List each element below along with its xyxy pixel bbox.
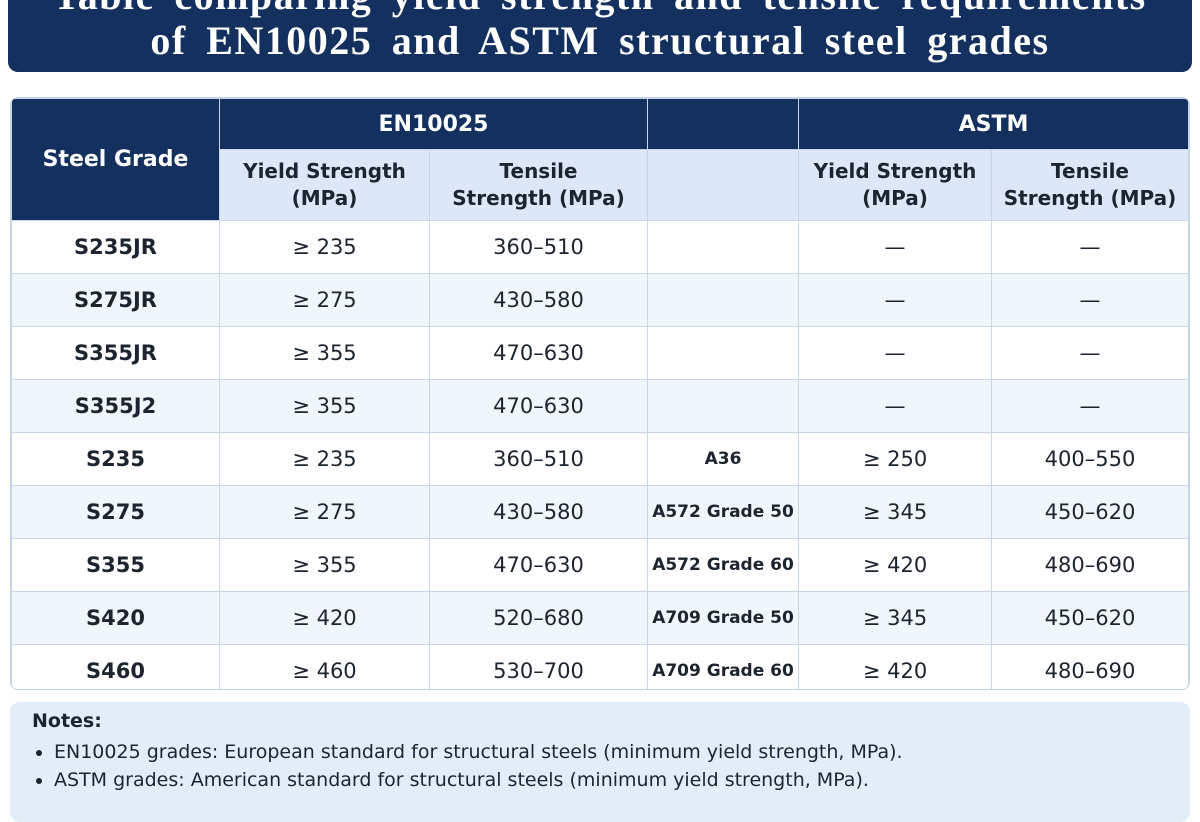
table-cell: 430–580: [428, 485, 649, 539]
note-item: EN10025 grades: European standard for st…: [54, 738, 1168, 766]
table-cell: 530–700: [428, 644, 649, 689]
table-cell: A36: [647, 432, 800, 486]
table-cell: ≥ 420: [798, 644, 993, 689]
table: Steel Grade EN10025 ASTM Yield Strength …: [11, 98, 1189, 689]
table-cell: ≥ 460: [219, 644, 430, 689]
table-cell: 450–620: [991, 591, 1189, 645]
table-cell: S235JR: [11, 220, 220, 274]
table-cell: A572 Grade 50: [647, 485, 800, 539]
table-row: S275JR ≥ 275 430–580 — —: [11, 273, 1189, 327]
title-banner: Table comparing yield strength and tensi…: [8, 0, 1192, 72]
table-cell: ≥ 235: [219, 220, 430, 274]
table-cell: 450–620: [991, 485, 1189, 539]
table-row: S235 ≥ 235 360–510 A36 ≥ 250 400–550: [11, 432, 1189, 486]
table-cell: [647, 220, 800, 274]
table-cell: ≥ 355: [219, 379, 430, 433]
table-cell: [647, 326, 800, 380]
table-cell: —: [991, 220, 1189, 274]
table-cell: 470–630: [428, 538, 649, 592]
table-row: S235JR ≥ 235 360–510 — —: [11, 220, 1189, 274]
table-cell: 470–630: [428, 326, 649, 380]
table-row: S355J2 ≥ 355 470–630 — —: [11, 379, 1189, 433]
table-cell: —: [991, 273, 1189, 327]
header-cell: Tensile Strength (MPa): [991, 149, 1189, 221]
table-cell: —: [991, 326, 1189, 380]
table-cell: [647, 273, 800, 327]
table-cell: —: [798, 220, 993, 274]
table-cell: 520–680: [428, 591, 649, 645]
table-cell: S420: [11, 591, 220, 645]
table-cell: 470–630: [428, 379, 649, 433]
header-cell: Steel Grade: [11, 98, 220, 221]
table-row: S420 ≥ 420 520–680 A709 Grade 50 ≥ 345 450–62…: [11, 591, 1189, 645]
page: Table comparing yield strength and tensi…: [0, 0, 1200, 800]
table-cell: ≥ 420: [219, 591, 430, 645]
header-cell: ASTM: [798, 98, 1189, 150]
table-cell: S355J2: [11, 379, 220, 433]
header-cell: Yield Strength (MPa): [798, 149, 993, 221]
table-row: S460 ≥ 460 530–700 A709 Grade 60 ≥ 420 480–69…: [11, 644, 1189, 689]
header-cell: Tensile Strength (MPa): [428, 149, 649, 221]
table-cell: ≥ 355: [219, 538, 430, 592]
table-cell: A709 Grade 50: [647, 591, 800, 645]
table-cell: ≥ 275: [219, 273, 430, 327]
table-cell: A572 Grade 60: [647, 538, 800, 592]
table-cell: S355JR: [11, 326, 220, 380]
table-cell: —: [798, 326, 993, 380]
table-cell: 480–690: [991, 538, 1189, 592]
table-cell: ≥ 355: [219, 326, 430, 380]
table-cell: —: [991, 379, 1189, 433]
table-cell: 480–690: [991, 644, 1189, 689]
table-cell: S235: [11, 432, 220, 486]
header-text: Tensile Strength (MPa): [452, 159, 625, 210]
notes-list: EN10025 grades: European standard for st…: [32, 738, 1168, 794]
title: of EN10025 and ASTM structural steel gra…: [150, 18, 1050, 63]
table-cell: —: [798, 379, 993, 433]
header-cell: [647, 149, 800, 221]
table-cell: ≥ 275: [219, 485, 430, 539]
table-cell: S275: [11, 485, 220, 539]
table-cell: 430–580: [428, 273, 649, 327]
notes: Notes: EN10025 grades: European standard…: [10, 702, 1190, 822]
table-cell: S275JR: [11, 273, 220, 327]
table-cell: ≥ 345: [798, 591, 993, 645]
table-row: S355 ≥ 355 470–630 A572 Grade 60 ≥ 420 480–69…: [11, 538, 1189, 592]
table-cell: 400–550: [991, 432, 1189, 486]
table-cell: S460: [11, 644, 220, 689]
table-row: S355JR ≥ 355 470–630 — —: [11, 326, 1189, 380]
table-body: S235JR ≥ 235 360–510— — S275JR ≥ 275 430–580— —…: [11, 220, 1189, 689]
table-cell: [647, 379, 800, 433]
table-cell: —: [798, 273, 993, 327]
notes-title: Notes:: [32, 710, 102, 732]
header-text: Yield Strength (MPa): [243, 159, 406, 210]
table-cell: S355: [11, 538, 220, 592]
table-cell: A709 Grade 60: [647, 644, 800, 689]
header-cell: EN10025: [218, 98, 649, 150]
table-cell: 360–510: [428, 220, 649, 274]
header-text: Tensile Strength (MPa): [1003, 159, 1177, 210]
header-cell: Yield Strength (MPa): [219, 149, 430, 221]
table-cell: ≥ 250: [798, 432, 993, 486]
table-cell: 360–510: [428, 432, 649, 486]
table-cell: ≥ 235: [219, 432, 430, 486]
table-cell: ≥ 345: [798, 485, 993, 539]
table-container: Steel Grade EN10025 ASTM Yield Strength …: [10, 97, 1190, 690]
header-text: Yield Strength (MPa): [813, 159, 977, 210]
table-row: S275 ≥ 275 430–580 A572 Grade 50 ≥ 345 450–62…: [11, 485, 1189, 539]
title: Table comparing yield strength and tensi…: [8, 0, 1192, 19]
table-cell: ≥ 420: [798, 538, 993, 592]
header-cell: [647, 98, 800, 150]
note-item: ASTM grades: American standard for struc…: [54, 766, 1168, 794]
